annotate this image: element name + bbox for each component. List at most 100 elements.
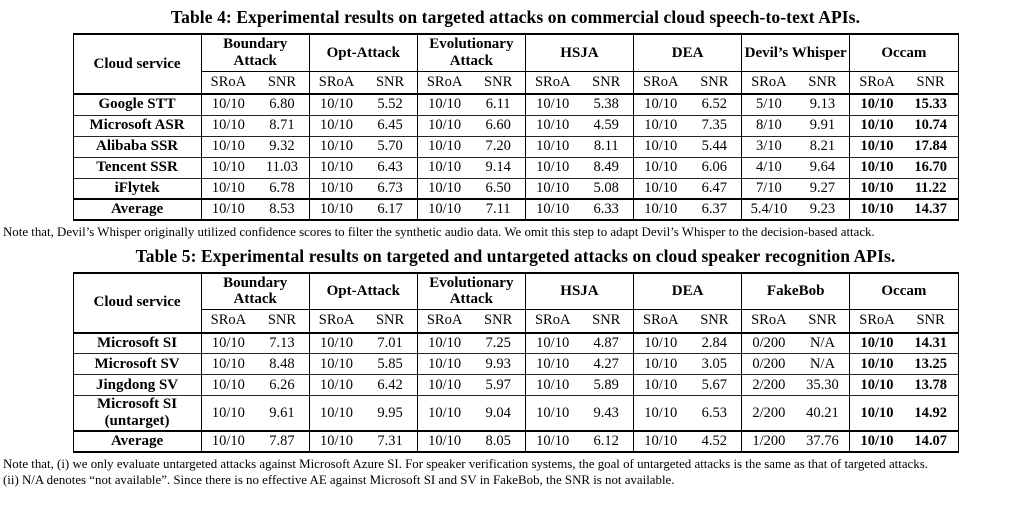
sroa-value-cell: 10/10 [200, 114, 256, 136]
sroa-value-cell: 1/200 [741, 430, 796, 452]
snr-value-cell: 7.11 [471, 198, 526, 220]
snr-value-cell: 7.31 [363, 430, 418, 452]
table5-title: Table 5: Experimental results on targete… [135, 245, 896, 266]
snr-value-cell: 5.67 [687, 374, 742, 396]
table-row: Microsoft ASR 10/10 8.71 10/10 6.45 10/10 6.60… [73, 114, 958, 136]
sroa-value-cell: 10/10 [849, 430, 904, 452]
sroa-value-cell: 10/10 [200, 177, 256, 199]
sroa-value-cell: 10/10 [200, 430, 256, 452]
table-row: Average 10/10 7.87 10/10 7.31 10/10 8.05 10/10 6… [73, 430, 958, 452]
snr-value-cell: 4.27 [579, 353, 634, 375]
snr-value-cell: 7.35 [687, 114, 742, 136]
snr-value-cell: 40.21 [795, 395, 850, 431]
snr-value-cell: 9.27 [795, 177, 850, 199]
snr-value-cell: 6.50 [471, 177, 526, 199]
sroa-value-cell: 10/10 [524, 135, 580, 157]
sroa-subheader: SRoA [633, 71, 688, 95]
sroa-value-cell: 4/10 [741, 156, 796, 178]
snr-value-cell: 5.97 [471, 374, 526, 396]
sroa-value-cell: 2/200 [741, 395, 796, 431]
sroa-value-cell: 10/10 [633, 94, 688, 115]
sroa-value-cell: 10/10 [308, 332, 364, 354]
sroa-value-cell: 10/10 [849, 156, 904, 178]
attack-group-header: FakeBob [741, 272, 850, 310]
table-row: Alibaba SSR 10/10 9.32 10/10 5.70 10/10 7.20 10… [73, 135, 958, 157]
sroa-subheader: SRoA [849, 309, 904, 334]
snr-value-cell: 37.76 [795, 430, 850, 452]
sroa-value-cell: 10/10 [849, 114, 904, 136]
sroa-value-cell: 10/10 [633, 177, 688, 199]
snr-value-cell: 4.52 [687, 430, 742, 452]
snr-value-cell: 8.49 [579, 156, 634, 178]
sroa-value-cell: 10/10 [200, 94, 256, 115]
table4-note: Note that, Devil’s Whisper originally ut… [3, 225, 875, 239]
sroa-value-cell: 10/10 [633, 156, 688, 178]
snr-value-cell: 4.87 [593, 334, 619, 351]
sroa-value-cell: 10/10 [524, 156, 580, 178]
snr-value-cell: 8.11 [579, 135, 634, 157]
snr-value-cell: 16.70 [903, 156, 958, 178]
sroa-value-cell: 10/10 [308, 198, 364, 220]
sroa-value-cell: 8/10 [741, 114, 796, 136]
attack-group-header: DEA [633, 272, 742, 310]
sroa-value-cell: 10/10 [633, 430, 688, 452]
sroa-value-cell: 10/10 [308, 430, 364, 452]
snr-value-cell: 8.05 [471, 430, 526, 452]
attack-group-header: HSJA [524, 272, 634, 310]
snr-value-cell: 11.22 [903, 177, 958, 199]
snr-value-cell: 6.45 [363, 114, 418, 136]
sroa-value-cell: 10/10 [633, 332, 688, 354]
snr-value-cell: 6.06 [687, 156, 742, 178]
snr-value-cell: 3.05 [687, 353, 742, 375]
table-row: Microsoft SI 10/10 7.13 10/10 7.01 10/10 7.25 1… [73, 332, 958, 354]
snr-value-cell: 13.25 [903, 353, 958, 375]
snr-value-cell: N/A [809, 334, 835, 351]
snr-value-cell: 6.73 [363, 177, 418, 199]
snr-value-cell: 5.85 [363, 353, 418, 375]
snr-value-cell: 8.71 [255, 114, 310, 136]
snr-subheader: SNR [687, 71, 742, 95]
sroa-value-cell: 5.4/10 [741, 198, 796, 220]
snr-value-cell: 4.59 [579, 114, 634, 136]
snr-value-cell: N/A [795, 353, 850, 375]
sroa-subheader: SRoA [849, 71, 904, 95]
sroa-value-cell: 10/10 [308, 395, 364, 431]
snr-value-cell: 7.01 [377, 334, 403, 351]
sroa-value-cell: 10/10 [200, 332, 256, 354]
service-cell: Jingdong SV [73, 374, 202, 396]
sroa-subheader: SRoA [633, 309, 688, 334]
sroa-value-cell: 2/200 [741, 374, 796, 396]
snr-subheader: SNR [255, 71, 310, 95]
snr-value-cell: 6.42 [363, 374, 418, 396]
snr-value-cell: 14.31 [914, 334, 947, 351]
sroa-value-cell: 10/10 [416, 332, 472, 354]
sroa-subheader: SRoA [741, 309, 796, 334]
sroa-value-cell: 10/10 [308, 135, 364, 157]
sroa-subheader: SRoA [524, 309, 580, 334]
sroa-subheader: SRoA [200, 309, 256, 334]
snr-value-cell: 14.37 [903, 198, 958, 220]
attack-group-header: Evolutionary Attack [416, 34, 526, 72]
sroa-value-cell: 10/10 [633, 135, 688, 157]
snr-value-cell: 6.47 [687, 177, 742, 199]
service-cell: Microsoft SV [73, 353, 202, 375]
sroa-value-cell: 10/10 [200, 395, 256, 431]
sroa-value-cell: 10/10 [308, 156, 364, 178]
snr-value-cell: 5.38 [593, 96, 619, 113]
table-row: Microsoft SV 10/10 8.48 10/10 5.85 10/10 9.93 1… [73, 353, 958, 375]
sroa-value-cell: 10/10 [416, 198, 472, 220]
attack-group-header: Occam [849, 34, 958, 72]
table-row: iFlytek 10/10 6.78 10/10 6.73 10/10 6.50 10/10 5… [73, 177, 958, 199]
sroa-value-cell: 10/10 [416, 135, 472, 157]
snr-value-cell: 9.14 [471, 156, 526, 178]
snr-value-cell: 6.53 [687, 395, 742, 431]
table-row: Jingdong SV 10/10 6.26 10/10 6.42 10/10 5.97 10… [73, 374, 958, 396]
sroa-value-cell: 10/10 [633, 395, 688, 431]
table-row: Google STT 10/10 6.80 10/10 5.52 10/10 6.11 10/… [73, 94, 958, 115]
snr-value-cell: 9.95 [363, 395, 418, 431]
snr-subheader: SNR [471, 309, 526, 334]
snr-subheader: SNR [903, 71, 958, 95]
snr-subheader: SNR [795, 71, 850, 95]
sroa-value-cell: 10/10 [416, 114, 472, 136]
snr-subheader: SNR [687, 309, 742, 334]
